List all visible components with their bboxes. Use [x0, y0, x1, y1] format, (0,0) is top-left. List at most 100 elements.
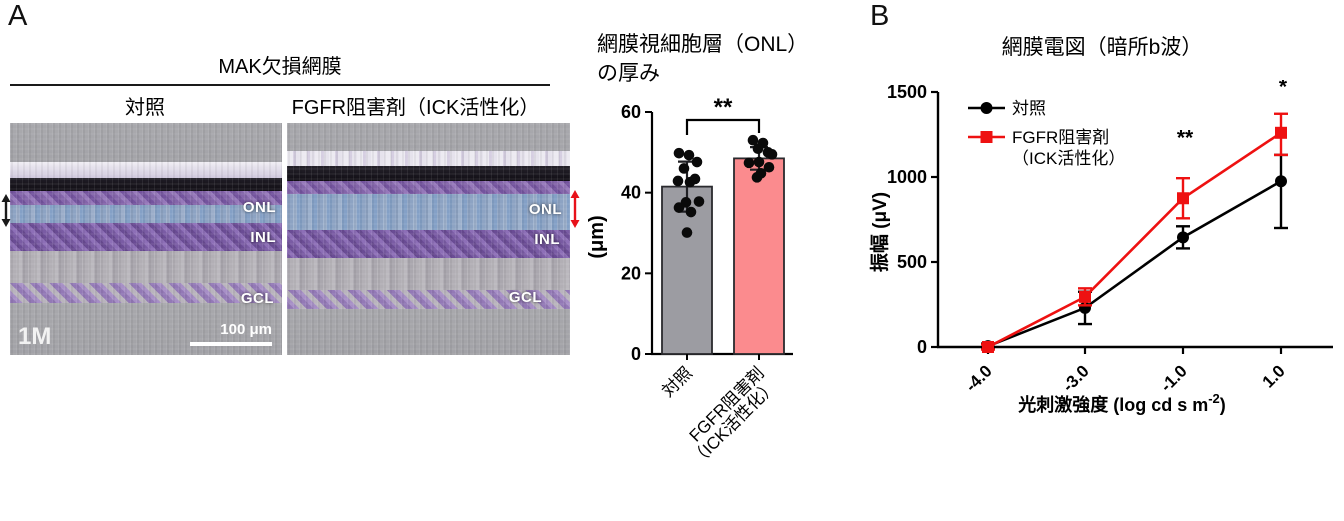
onl-thickness-arrow-treated	[570, 190, 580, 228]
gcl-label: GCL	[240, 290, 274, 307]
retina-layer-gcl	[287, 290, 570, 309]
legend-label: 対照	[1012, 99, 1046, 118]
data-point	[743, 157, 755, 169]
bar-treated	[733, 157, 785, 355]
inl-label: INL	[534, 231, 560, 248]
x-tick-label-text: -1.0	[1157, 361, 1191, 395]
y-tick-label: 1000	[887, 167, 927, 187]
legend-marker	[980, 102, 993, 114]
image-texture	[10, 123, 282, 355]
data-point	[672, 175, 684, 187]
histology-image-treated: ONL INL GCL	[287, 123, 570, 355]
data-point	[753, 156, 765, 168]
panel-a-header: MAK欠損網膜	[218, 56, 342, 78]
panel-b-label: B	[870, 0, 890, 32]
retina-layer	[287, 165, 570, 181]
y-tick-label: 60	[621, 102, 641, 122]
inl-label: INL	[250, 229, 276, 246]
retina-layer	[10, 162, 282, 178]
x-axis-label: 光刺激強度 (log cd s m-2)	[1017, 391, 1226, 415]
histology-image-control: ONL INL GCL 1M 100 μm	[10, 123, 282, 355]
data-point	[752, 143, 764, 155]
data-point	[691, 156, 703, 168]
retina-layer-onl	[287, 193, 570, 230]
data-point	[678, 163, 690, 174]
marker-square	[1177, 192, 1189, 205]
series-treated	[981, 112, 1288, 353]
marker-circle	[1177, 231, 1189, 244]
retina-layer-inl	[10, 222, 282, 251]
y-tick-label: 20	[621, 263, 641, 283]
data-point	[681, 227, 693, 238]
y-tick-label: 0	[631, 344, 641, 364]
bar-chart-title: 網膜視細胞層（ONL） の厚み	[597, 30, 808, 88]
x-tick-label: -3.0	[1059, 361, 1093, 395]
x-tick-label: -4.0	[962, 361, 996, 395]
y-tick-label: 1500	[887, 82, 927, 102]
y-axis-label-text: 振幅 (μV)	[868, 192, 891, 272]
data-point	[693, 196, 705, 207]
retina-layer	[10, 177, 282, 192]
marker-circle	[1275, 175, 1287, 188]
bar-chart-title-line1: 網膜視細胞層（ONL）	[597, 33, 809, 56]
age-label: 1M	[18, 323, 52, 350]
marker-square	[1079, 290, 1091, 303]
onl-label: ONL	[528, 201, 562, 218]
x-tick-label-text: -3.0	[1059, 361, 1093, 395]
data-point	[766, 149, 778, 160]
series-line	[987, 180, 1282, 348]
y-tick-label: 500	[897, 252, 927, 272]
scale-bar	[190, 342, 272, 346]
y-axis-label-text: (μm)	[586, 215, 608, 258]
data-point	[751, 172, 763, 183]
x-tick-label: 1.0	[1259, 361, 1289, 391]
onl-thickness-arrow-control	[1, 194, 11, 227]
legend-label: （ICK活性化）	[1012, 149, 1125, 168]
onl-label: ONL	[242, 199, 276, 216]
series-line	[987, 131, 1282, 349]
data-point	[684, 176, 696, 188]
x-tick-label-text: 1.0	[1259, 361, 1289, 391]
data-point	[763, 161, 775, 173]
significance-stars: **	[1177, 127, 1194, 150]
gcl-label: GCL	[508, 289, 542, 306]
x-tick-label-text: -4.0	[962, 361, 996, 395]
y-axis-label: (μm)	[586, 215, 608, 258]
category-label: 対照	[658, 363, 695, 400]
legend-marker	[980, 131, 993, 143]
retina-layer-inl	[287, 229, 570, 258]
retina-layer	[10, 191, 282, 206]
y-axis-label: 振幅 (μV)	[868, 192, 891, 272]
data-point	[673, 147, 685, 159]
retina-layer-onl	[10, 205, 282, 223]
header-underline	[10, 84, 550, 86]
significance-bracket	[685, 118, 761, 135]
category-label-line: 対照	[658, 363, 695, 400]
data-point	[683, 149, 695, 161]
image-texture	[287, 123, 570, 355]
bar-chart-title-line2: の厚み	[597, 62, 660, 85]
retina-layer	[10, 302, 282, 355]
marker-square	[1275, 126, 1287, 139]
retina-layer	[10, 250, 282, 284]
scale-bar-label: 100 μm	[220, 321, 272, 338]
retina-layer	[287, 257, 570, 291]
erg-chart-title: 網膜電図（暗所b波）	[1001, 36, 1203, 59]
significance-stars: *	[1279, 80, 1288, 99]
retina-layer-gcl	[10, 283, 282, 303]
data-point	[673, 202, 685, 213]
retina-layer	[287, 123, 570, 151]
retina-layer	[10, 123, 282, 163]
retina-layer	[287, 150, 570, 166]
retina-layer	[287, 181, 570, 194]
y-tick-label: 0	[917, 337, 927, 357]
column-label-control: 対照	[125, 97, 165, 119]
column-label-treated: FGFR阻害剤（ICK活性化）	[291, 97, 540, 119]
x-tick-label: -1.0	[1157, 361, 1191, 395]
significance-stars: **	[714, 94, 733, 121]
panel-a-label: A	[8, 0, 28, 32]
data-point	[747, 134, 759, 146]
data-point	[685, 206, 697, 218]
marker-square	[982, 341, 994, 353]
